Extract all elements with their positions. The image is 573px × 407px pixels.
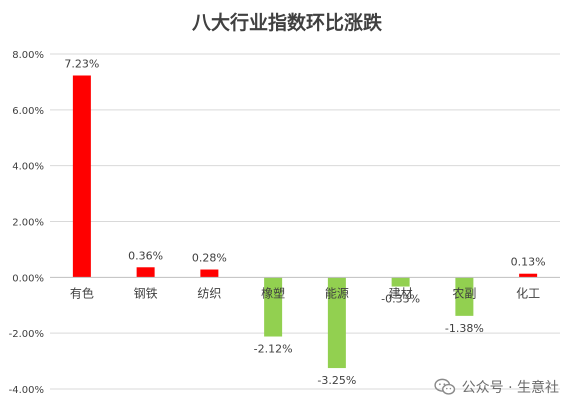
y-tick-label: -4.00% [9,385,44,396]
y-tick-label: 0.00% [12,273,44,284]
y-tick-label: 4.00% [12,162,44,173]
watermark-text: 公众号 · 生意社 [461,380,559,396]
data-label: 0.36% [128,249,163,262]
x-category-label: 建材 [389,286,413,300]
bar [136,267,155,278]
bar [327,277,346,369]
bar [264,277,283,337]
data-label: 7.23% [64,57,99,70]
x-category-label: 农副 [452,286,476,300]
bar [200,269,219,278]
x-category-label: 能源 [325,286,349,300]
y-tick-label: -2.00% [9,329,44,340]
data-label: -1.38% [445,322,484,335]
gridlines [50,53,560,390]
chart-title: 八大行业指数环比涨跌 [192,11,383,34]
bar [519,273,538,278]
data-label: 0.28% [192,252,227,265]
y-tick-label: 2.00% [12,218,44,229]
bar [455,277,474,316]
data-label: -3.25% [317,374,356,387]
x-category-label: 纺织 [197,286,221,300]
x-category-label: 钢铁 [134,286,158,300]
y-tick-label: 8.00% [12,50,44,61]
bars [72,75,538,369]
data-label: -2.12% [254,343,293,356]
bar [72,75,91,278]
data-label: 0.13% [511,256,546,269]
x-axis-category-labels: 有色 钢铁 纺织 橡塑 能源 建材 农副 化工 [70,285,540,300]
x-category-label: 橡塑 [261,285,285,300]
x-category-label: 有色 [70,286,94,300]
x-category-label: 化工 [516,286,540,300]
y-axis-tick-labels: -4.00% -2.00% 0.00% 2.00% 4.00% 6.00% 8.00% [9,50,44,396]
data-label: -0.33% [381,293,420,306]
wechat-icon [434,378,455,395]
y-tick-label: 6.00% [12,106,44,117]
watermark: 公众号 · 生意社 [434,377,559,397]
data-labels: 7.23% 0.36% 0.28% -2.12% -3.25% -0.33% -1.38% 0… [64,57,545,387]
bar [391,277,410,287]
